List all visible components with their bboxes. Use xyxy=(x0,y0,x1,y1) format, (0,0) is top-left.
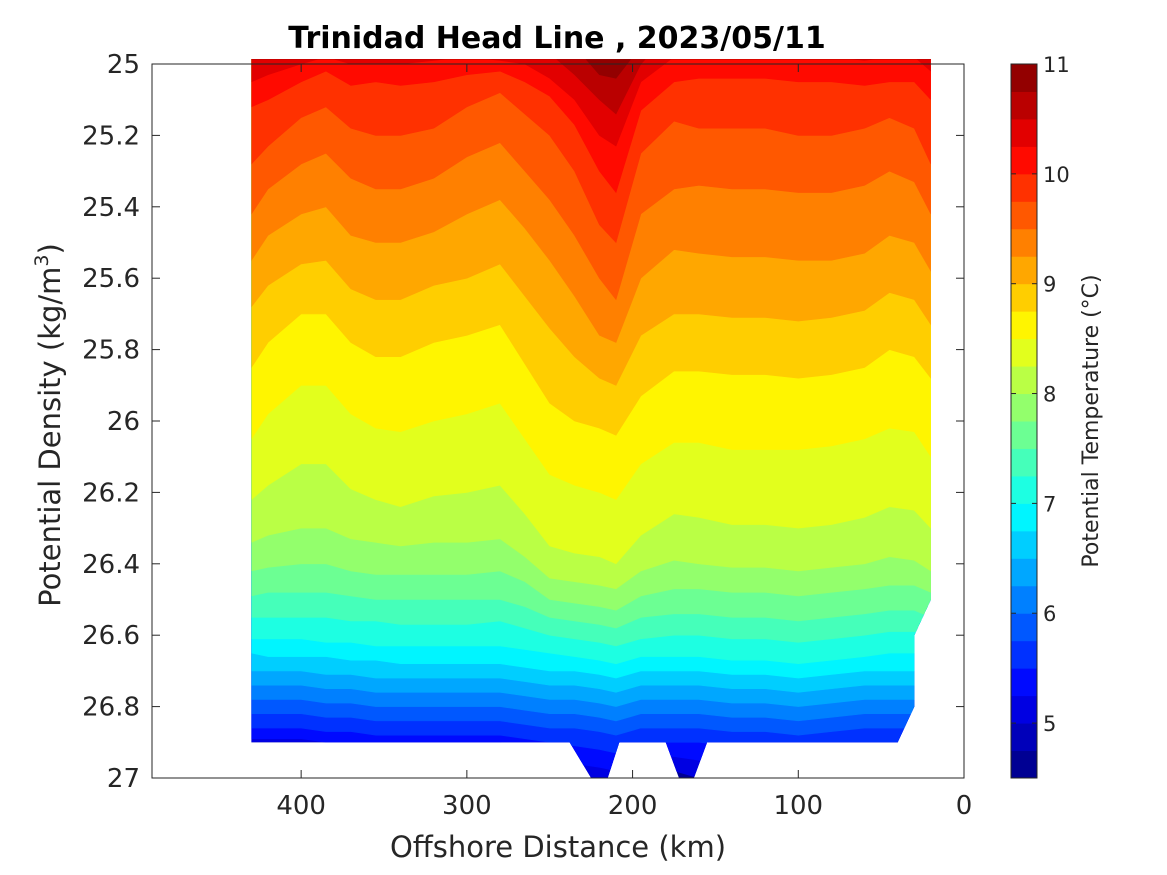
y-tick-label: 25 xyxy=(107,50,140,80)
colorbar-swatch xyxy=(1011,91,1037,120)
colorbar-swatch xyxy=(1011,256,1037,285)
y-tick-label: 25.8 xyxy=(82,336,140,366)
colorbar-swatch xyxy=(1011,338,1037,367)
colorbar-swatch xyxy=(1011,366,1037,395)
y-tick-label: 26.8 xyxy=(82,693,140,723)
colorbar-swatch xyxy=(1011,530,1037,559)
colorbar-label: Potential Temperature (°C) xyxy=(1079,274,1104,567)
x-tick-label: 200 xyxy=(608,791,658,821)
colorbar-tick-label: 10 xyxy=(1043,163,1070,187)
colorbar-tick-label: 11 xyxy=(1043,53,1070,77)
colorbar-swatch xyxy=(1011,146,1037,175)
colorbar-swatch xyxy=(1011,475,1037,504)
chart-title: Trinidad Head Line , 2023/05/11 xyxy=(288,21,825,56)
colorbar-swatch xyxy=(1011,64,1037,92)
colorbar-swatch xyxy=(1011,173,1037,202)
y-axis-label-superscript: 3 xyxy=(31,254,53,266)
colorbar-swatch xyxy=(1011,668,1037,697)
x-axis-label: Offshore Distance (km) xyxy=(390,830,726,864)
contour-band xyxy=(251,59,931,115)
y-tick-label: 25.2 xyxy=(82,121,140,151)
colorbar-swatch xyxy=(1011,613,1037,642)
y-axis-label: Potential Density (kg/m3) xyxy=(31,243,67,607)
colorbar-swatch xyxy=(1011,750,1037,779)
contour-band xyxy=(251,59,931,194)
colorbar-tick-label: 8 xyxy=(1043,383,1056,407)
colorbar-swatch xyxy=(1011,421,1037,449)
colorbar-tick-label: 6 xyxy=(1043,602,1056,626)
x-tick-label: 100 xyxy=(773,791,823,821)
contour-bands xyxy=(251,59,931,778)
colorbar-swatch xyxy=(1011,448,1037,477)
y-axis-label-main: Potential Density (kg/m xyxy=(33,267,67,607)
y-axis-ticks: 25 25.2 25.4 25.6 25.8 26 26.2 26.4 26.6 26.8 27 xyxy=(82,50,964,794)
colorbar-swatch xyxy=(1011,311,1037,340)
colorbar-swatch xyxy=(1011,283,1037,312)
y-tick-label: 26 xyxy=(107,407,140,437)
colorbar-tick-label: 5 xyxy=(1043,712,1056,736)
x-axis-ticks: 400 300 200 100 0 xyxy=(276,64,972,821)
colorbar-swatch xyxy=(1011,393,1037,422)
colorbar-swatch xyxy=(1011,558,1037,587)
x-tick-label: 400 xyxy=(276,791,326,821)
colorbar-ticks: 5 6 7 8 9 10 11 xyxy=(1011,53,1070,736)
colorbar-swatch xyxy=(1011,695,1037,724)
colorbar-frame xyxy=(1010,63,1038,779)
colorbar-tick-label: 7 xyxy=(1043,492,1056,516)
colorbar xyxy=(1011,64,1037,779)
colorbar-swatch xyxy=(1011,640,1037,669)
y-tick-label: 26.2 xyxy=(82,478,140,508)
x-tick-label: 300 xyxy=(442,791,492,821)
colorbar-swatch xyxy=(1011,723,1037,752)
colorbar-tick-label: 9 xyxy=(1043,273,1056,297)
colorbar-swatch xyxy=(1011,228,1037,257)
colorbar-swatch xyxy=(1011,585,1037,614)
colorbar-swatch xyxy=(1011,503,1037,532)
y-tick-label: 25.6 xyxy=(82,264,140,294)
x-tick-label: 0 xyxy=(956,791,973,821)
y-tick-label: 26.4 xyxy=(82,550,140,580)
contour-band xyxy=(251,59,931,79)
colorbar-swatch xyxy=(1011,201,1037,230)
colorbar-swatch xyxy=(1011,118,1037,147)
y-axis-label-end: ) xyxy=(33,243,67,254)
y-tick-label: 25.4 xyxy=(82,193,140,223)
y-tick-label: 27 xyxy=(107,764,140,794)
y-tick-label: 26.6 xyxy=(82,621,140,651)
